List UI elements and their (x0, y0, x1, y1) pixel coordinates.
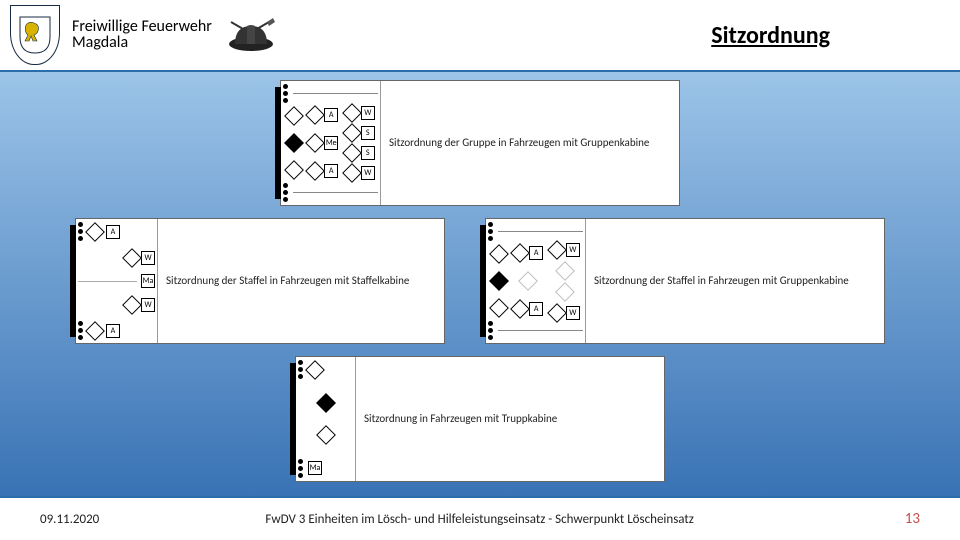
row-trupp: Ma Sitzordnung in Fahrzeugen mit Truppka… (10, 356, 950, 482)
caption-staffel-staffel: Sitzordnung der Staffel in Fahrzeugen mi… (158, 219, 444, 343)
seat-label: W (566, 306, 580, 320)
vehicle-staffel-gruppe: A A W W (485, 218, 885, 344)
slide-footer: 09.11.2020 FwDV 3 Einheiten im Lösch- un… (0, 496, 960, 540)
seat-label: S (361, 126, 375, 140)
cabin-trupp: Ma (296, 357, 356, 481)
seat-label: W (361, 166, 375, 180)
vehicle-body: Sitzordnung der Gruppe in Fahrzeugen mit… (381, 81, 679, 205)
vehicle-gruppe: A Me A W S S W (280, 80, 680, 206)
footer-center: FwDV 3 Einheiten im Lösch- und Hilfeleis… (99, 512, 860, 527)
footer-date: 09.11.2020 (40, 512, 99, 527)
cabin-gruppe: A Me A W S S W (281, 81, 381, 205)
seat-label: Me (324, 136, 338, 150)
seat-diamond (284, 106, 304, 126)
row-gruppe: A Me A W S S W (10, 80, 950, 206)
seat-col-2: W S S W (342, 103, 379, 183)
cabin-staffel: A W Ma W (76, 219, 158, 343)
row-staffel: A W Ma W (10, 218, 950, 344)
seat-diamond (284, 133, 304, 153)
seat-label: A (324, 164, 338, 178)
seat-col-1: A Me A (305, 103, 342, 183)
seat-label: A (106, 324, 120, 338)
seat-diamond (284, 160, 304, 180)
caption-gruppe: Sitzordnung der Gruppe in Fahrzeugen mit… (381, 81, 679, 205)
seat-label: Ma (141, 274, 155, 288)
seat-label: W (141, 251, 155, 265)
bumper (70, 225, 76, 337)
helmet-icon (224, 13, 280, 57)
seat-label: W (566, 243, 580, 257)
seat-label: S (361, 146, 375, 160)
crest-icon (10, 5, 60, 65)
content-area: A Me A W S S W (0, 72, 960, 496)
slide-header: Freiwillige Feuerwehr Magdala Sitzordnun… (0, 0, 960, 72)
footer-page-number: 13 (860, 510, 920, 528)
bumper (480, 225, 486, 337)
seat-label: W (361, 106, 375, 120)
seat-label: A (324, 108, 338, 122)
seat-label: A (106, 225, 120, 239)
caption-trupp: Sitzordnung in Fahrzeugen mit Truppkabin… (356, 357, 664, 481)
org-name: Freiwillige Feuerwehr Magdala (72, 19, 212, 51)
vehicle-body: Sitzordnung der Staffel in Fahrzeugen mi… (158, 219, 444, 343)
bumper (290, 363, 296, 475)
org-line2: Magdala (72, 35, 212, 51)
seat-label: Ma (308, 461, 322, 475)
page-title: Sitzordnung (711, 21, 830, 50)
cabin-staffel-gruppe: A A W W (486, 219, 586, 343)
vehicle-trupp: Ma Sitzordnung in Fahrzeugen mit Truppka… (295, 356, 665, 482)
vehicle-staffel-staffel: A W Ma W (75, 218, 445, 344)
seat-label: W (141, 298, 155, 312)
seat-label: A (529, 302, 543, 316)
driver-col (283, 103, 305, 183)
bumper (275, 87, 281, 199)
caption-staffel-gruppe: Sitzordnung der Staffel in Fahrzeugen mi… (586, 219, 884, 343)
seat-label: A (529, 246, 543, 260)
